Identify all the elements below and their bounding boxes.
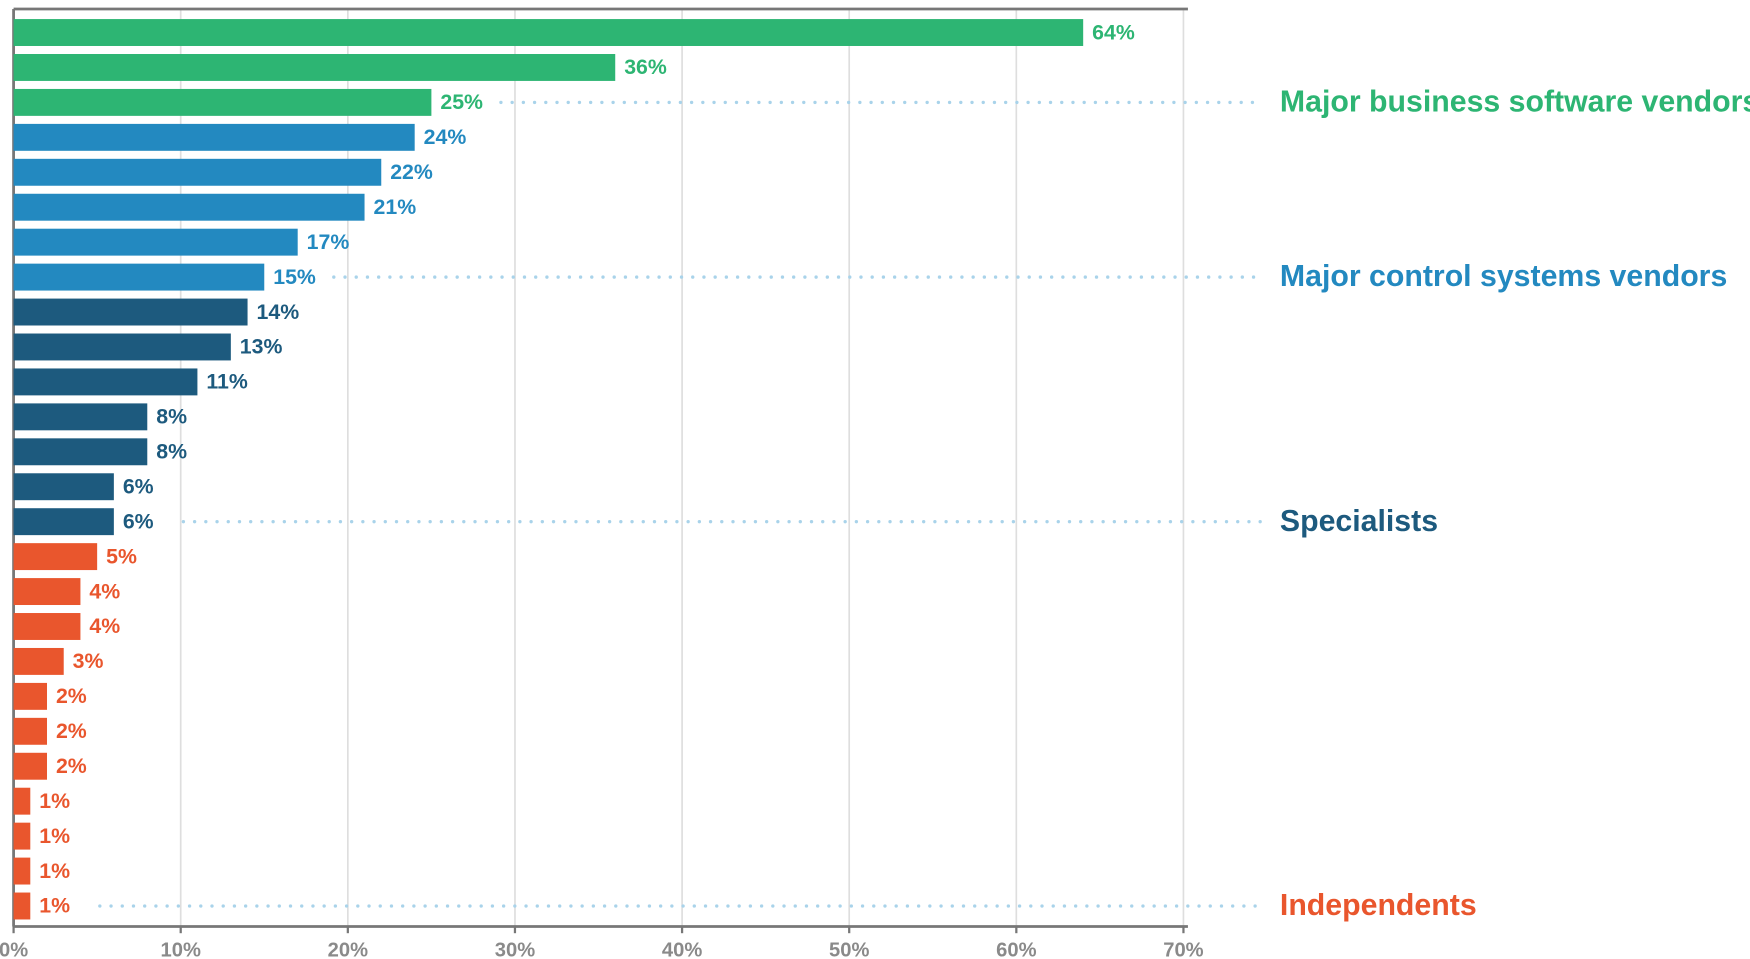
bar bbox=[13, 228, 298, 256]
bar bbox=[13, 123, 415, 151]
value-label: 1% bbox=[39, 859, 70, 883]
value-label: 1% bbox=[39, 789, 70, 813]
group-label: Major control systems vendors bbox=[1280, 260, 1727, 293]
value-label: 2% bbox=[56, 684, 87, 708]
bar bbox=[13, 88, 432, 116]
bar bbox=[13, 857, 31, 885]
bar bbox=[13, 158, 382, 186]
value-label: 25% bbox=[440, 90, 483, 114]
value-label: 2% bbox=[56, 719, 87, 743]
bar bbox=[13, 752, 48, 780]
x-tick-label: 20% bbox=[328, 939, 368, 959]
bar bbox=[13, 682, 48, 710]
bar bbox=[13, 892, 31, 920]
value-label: 22% bbox=[390, 160, 433, 184]
x-tick-label: 50% bbox=[829, 939, 869, 959]
bar bbox=[13, 822, 31, 850]
value-label: 3% bbox=[73, 649, 104, 673]
value-label: 36% bbox=[624, 55, 667, 79]
x-tick-label: 60% bbox=[996, 939, 1036, 959]
bar bbox=[13, 647, 64, 675]
value-label: 1% bbox=[39, 824, 70, 848]
value-label: 14% bbox=[257, 300, 300, 324]
x-tick-label: 30% bbox=[495, 939, 535, 959]
value-label: 6% bbox=[123, 474, 154, 498]
value-label: 8% bbox=[156, 440, 187, 464]
bar bbox=[13, 19, 1084, 46]
value-label: 2% bbox=[56, 754, 87, 778]
x-tick-label: 10% bbox=[161, 939, 201, 959]
bar bbox=[13, 543, 98, 571]
value-label: 6% bbox=[123, 509, 154, 533]
bar bbox=[13, 54, 616, 81]
bar bbox=[13, 368, 198, 396]
value-label: 8% bbox=[156, 405, 187, 429]
value-label: 21% bbox=[374, 195, 417, 219]
value-label: 24% bbox=[424, 125, 467, 149]
x-tick-label: 40% bbox=[662, 939, 702, 959]
value-label: 4% bbox=[89, 614, 120, 638]
bar bbox=[13, 787, 31, 815]
value-label: 5% bbox=[106, 544, 137, 568]
bar bbox=[13, 717, 48, 745]
bar bbox=[13, 613, 81, 640]
bar bbox=[13, 298, 248, 326]
bar bbox=[13, 578, 81, 606]
value-label: 1% bbox=[39, 894, 70, 918]
bar bbox=[13, 403, 148, 431]
group-label: Major business software vendors bbox=[1280, 86, 1750, 119]
bar bbox=[13, 193, 365, 221]
x-tick-label: 0% bbox=[0, 939, 28, 959]
group-label: Specialists bbox=[1280, 505, 1438, 538]
bar bbox=[13, 333, 231, 361]
bar bbox=[13, 508, 114, 536]
bar bbox=[13, 263, 265, 291]
group-label: Independents bbox=[1280, 889, 1477, 922]
x-tick-label: 70% bbox=[1163, 939, 1203, 959]
bar bbox=[13, 473, 114, 501]
value-label: 13% bbox=[240, 335, 283, 359]
value-label: 64% bbox=[1092, 20, 1135, 44]
value-label: 11% bbox=[206, 370, 248, 394]
value-label: 15% bbox=[273, 265, 316, 289]
value-label: 4% bbox=[89, 579, 120, 603]
bar bbox=[13, 438, 148, 466]
value-label: 17% bbox=[307, 230, 350, 254]
